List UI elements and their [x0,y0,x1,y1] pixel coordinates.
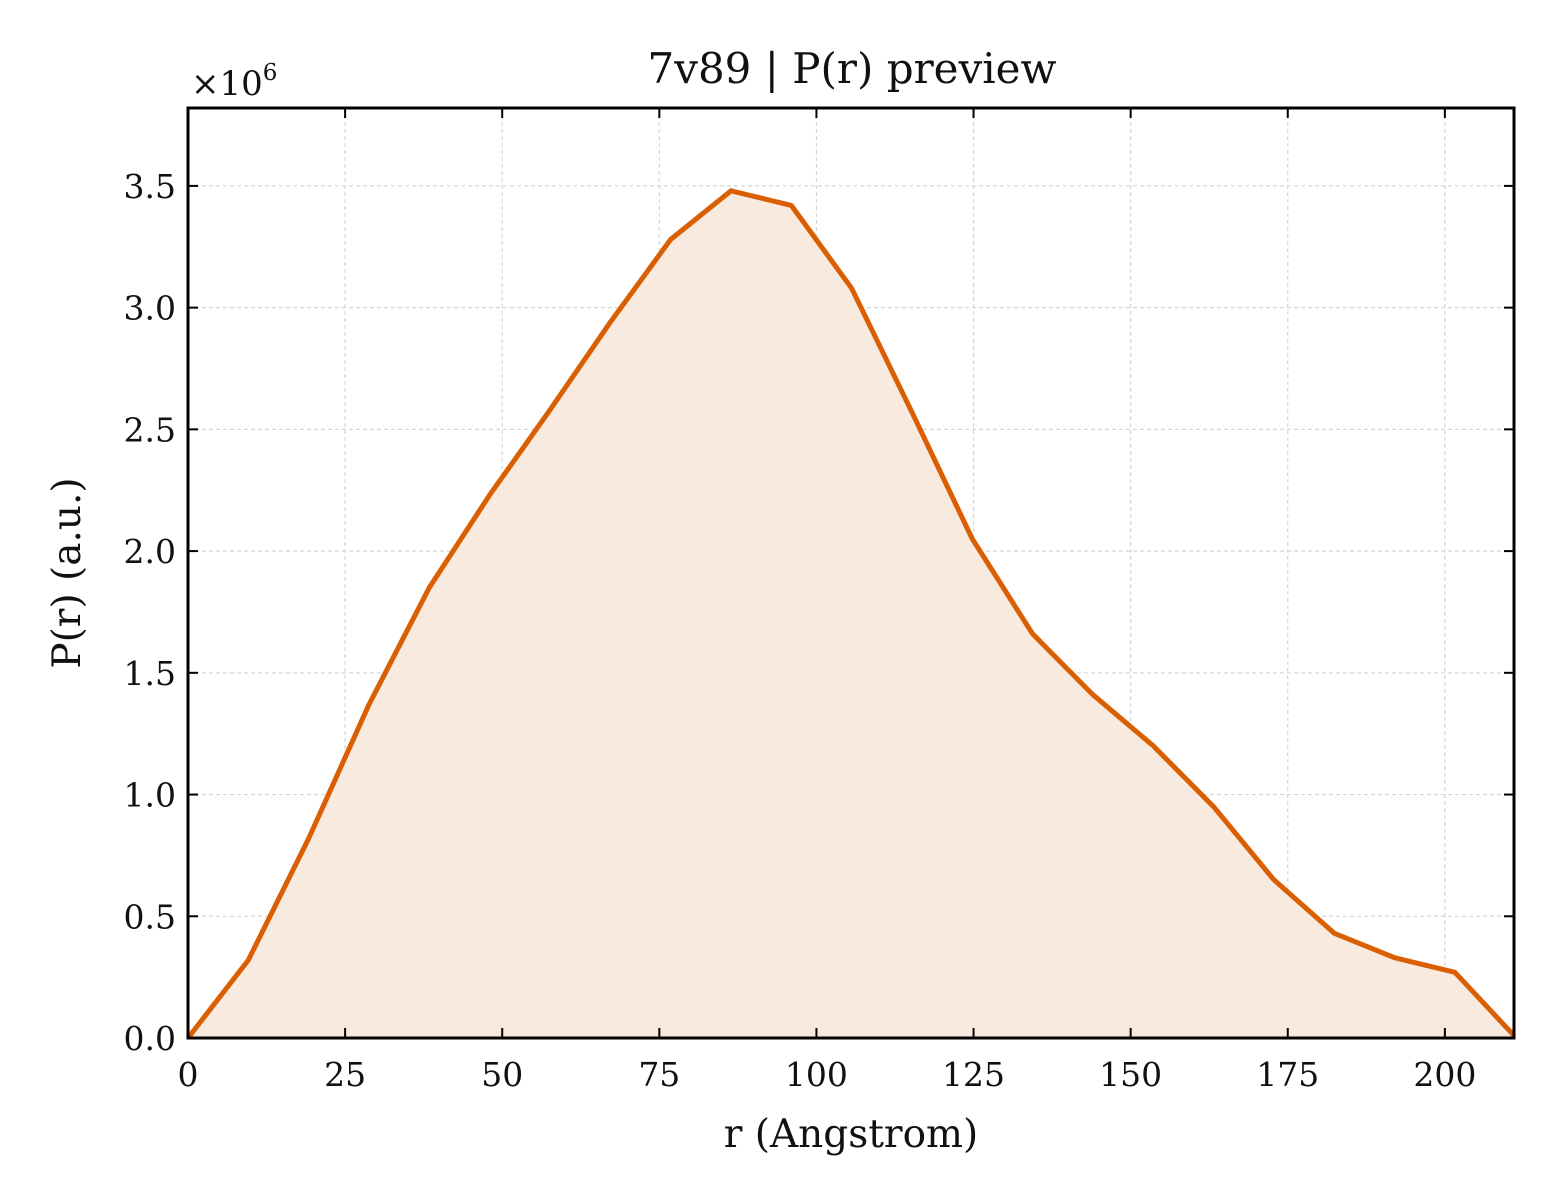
x-tick-labels: 0 25 50 75 100 125 150 175 200 [178,1055,1477,1094]
y-tick-label: 0.0 [124,1019,176,1058]
x-tick-label: 200 [1413,1055,1476,1094]
x-tick-label: 175 [1256,1055,1319,1094]
x-tick-label: 25 [324,1055,366,1094]
y-axis-scale-exponent: 6 [263,60,278,86]
y-tick-label: 2.0 [124,532,176,571]
y-tick-label: 3.0 [124,289,176,328]
series-area-fill [188,190,1514,1039]
x-tick-label: 150 [1099,1055,1162,1094]
y-tick-label: 1.5 [124,654,176,693]
x-tick-label: 50 [481,1055,523,1094]
y-tick-label: 0.5 [124,897,176,936]
series-layer [186,188,1516,1040]
x-tick-label: 0 [178,1055,199,1094]
y-axis-scale-offset: ×106 [191,60,277,104]
y-axis-label: P(r) (a.u.) [45,477,90,668]
series-line [186,188,1516,1040]
plot-frame [186,106,1516,1040]
y-tick-label: 1.0 [124,776,176,815]
y-axis-scale-base: ×10 [191,64,263,104]
x-axis-label: r (Angstrom) [724,1112,979,1157]
x-tick-label: 125 [942,1055,1005,1094]
x-tick-label: 100 [785,1055,848,1094]
y-tick-label: 2.5 [124,410,176,449]
chart-title: 7v89 | P(r) preview [648,44,1057,93]
x-tick-label: 75 [638,1055,680,1094]
y-tick-labels: 0.0 0.5 1.0 1.5 2.0 2.5 3.0 3.5 [124,167,176,1058]
y-tick-label: 3.5 [124,167,176,206]
axis-ticks [187,108,1514,1039]
